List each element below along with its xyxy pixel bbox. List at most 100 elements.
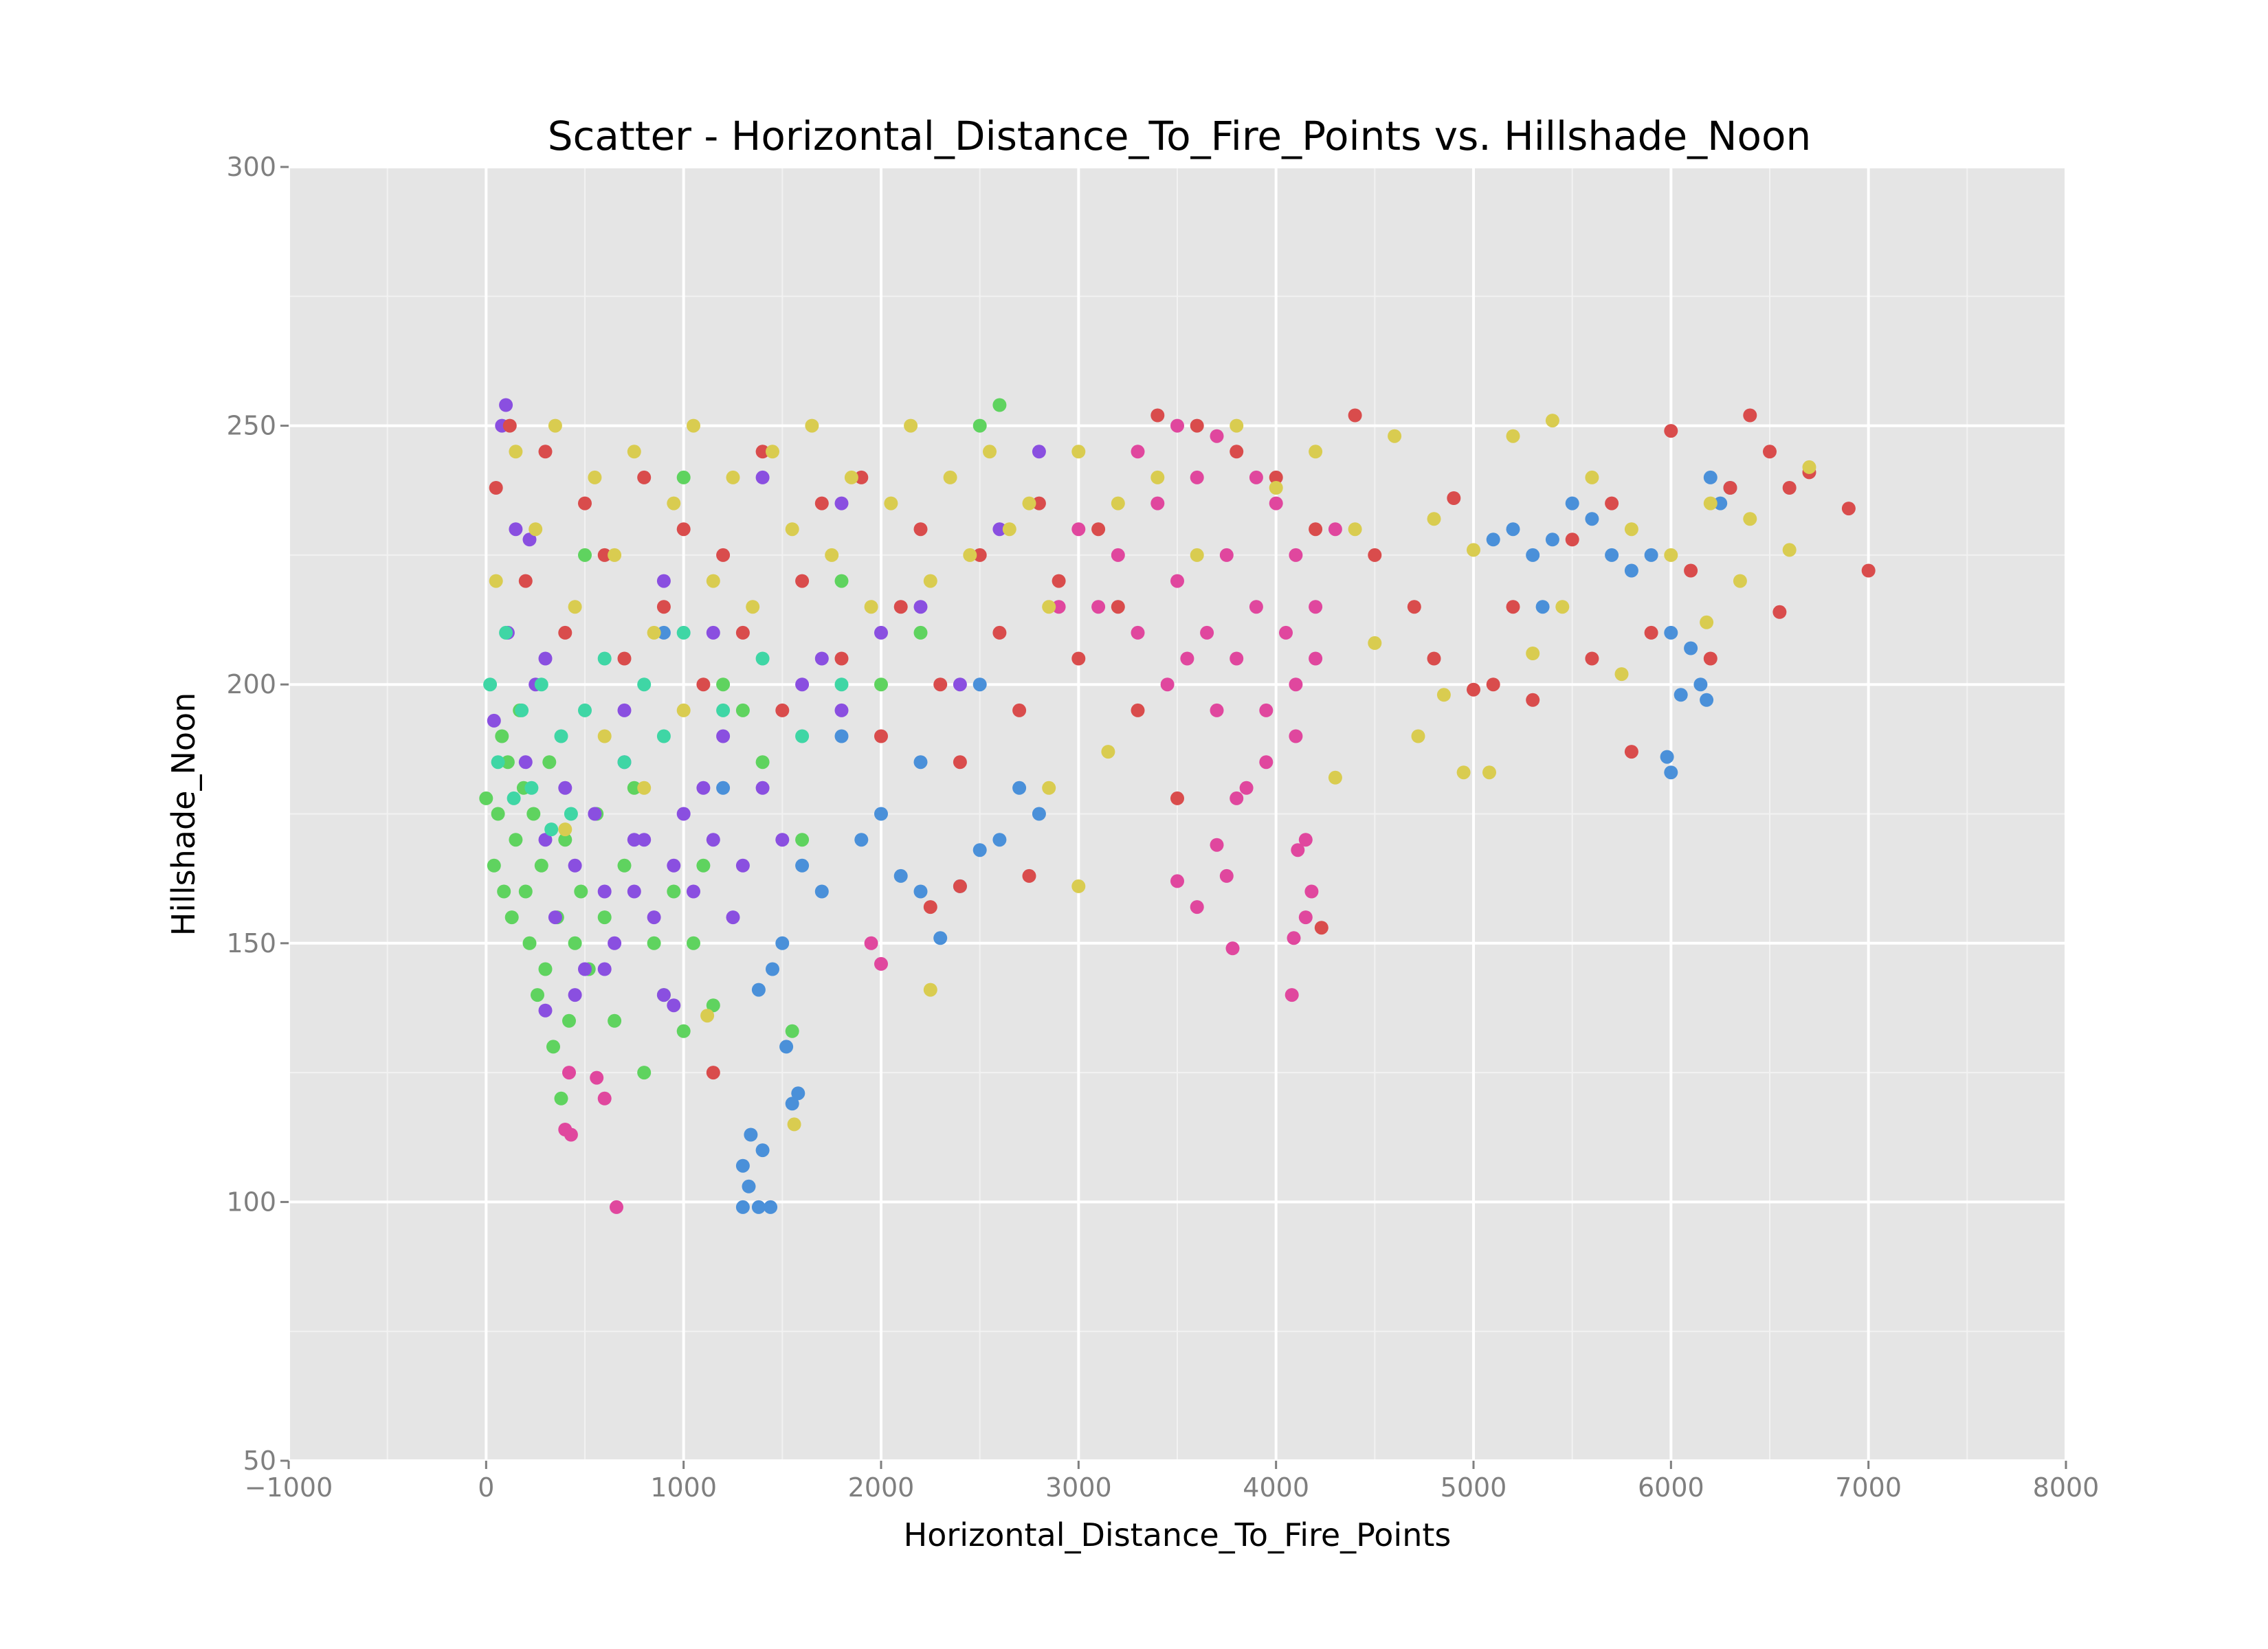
data-point: [1309, 651, 1323, 666]
data-point: [487, 858, 501, 873]
data-point: [1304, 884, 1319, 899]
data-point: [766, 962, 779, 976]
data-point: [524, 781, 539, 795]
data-point: [687, 936, 700, 950]
data-point: [874, 625, 888, 640]
data-point: [1022, 868, 1036, 883]
x-tick-label: 4000: [1243, 1472, 1309, 1503]
data-point: [534, 858, 548, 873]
data-point: [597, 729, 612, 743]
data-point: [1368, 548, 1382, 562]
data-point: [1225, 941, 1240, 956]
data-point: [775, 833, 790, 847]
data-point: [1291, 843, 1305, 857]
chart-title: Scatter - Horizontal_Distance_To_Fire_Po…: [548, 113, 1812, 159]
data-point: [1605, 496, 1619, 511]
data-point: [706, 998, 720, 1013]
data-point: [825, 548, 839, 562]
data-point: [716, 548, 731, 562]
data-point: [568, 988, 582, 1002]
data-point: [617, 651, 632, 666]
data-point: [509, 445, 523, 459]
data-point: [597, 884, 612, 899]
y-axis-title: Hillshade_Noon: [165, 693, 202, 936]
data-point: [696, 781, 711, 795]
data-point: [667, 998, 681, 1013]
x-tick-label: 6000: [1638, 1472, 1704, 1503]
data-point: [1782, 543, 1797, 557]
data-point: [509, 522, 523, 537]
data-point: [676, 522, 691, 537]
data-point: [735, 1158, 750, 1173]
data-point: [597, 548, 612, 562]
data-point: [923, 574, 937, 588]
data-point: [785, 1097, 799, 1111]
data-point: [1456, 765, 1471, 780]
data-point: [558, 833, 572, 847]
data-point: [1052, 600, 1066, 614]
data-point: [864, 600, 878, 614]
data-point: [1486, 677, 1500, 692]
data-point: [834, 574, 849, 588]
data-point: [1535, 600, 1550, 614]
data-point: [735, 625, 750, 640]
data-point: [1150, 408, 1165, 423]
data-point: [617, 858, 632, 873]
data-point: [1841, 502, 1856, 516]
data-point: [597, 962, 612, 976]
data-point: [1230, 445, 1244, 459]
data-point: [1239, 781, 1254, 795]
data-point: [1032, 445, 1046, 459]
series-3: [656, 470, 1737, 1214]
data-point: [608, 1013, 622, 1028]
y-tick-label: 300: [226, 152, 276, 182]
data-point: [1526, 647, 1540, 660]
data-point: [1703, 496, 1717, 511]
data-point: [913, 884, 928, 899]
data-point: [548, 418, 562, 433]
data-point: [1585, 470, 1599, 484]
data-point: [1249, 470, 1263, 484]
data-point: [627, 445, 641, 459]
data-point: [546, 1040, 560, 1054]
data-point: [1259, 703, 1274, 717]
data-point: [487, 713, 501, 728]
data-point: [1506, 429, 1520, 443]
data-point: [495, 729, 509, 743]
data-point: [1664, 765, 1678, 780]
data-point: [814, 884, 829, 899]
data-point: [992, 625, 1007, 640]
data-point: [972, 677, 987, 692]
data-point: [1624, 522, 1638, 537]
data-point: [1585, 651, 1599, 666]
data-point: [529, 522, 543, 537]
data-point: [1002, 522, 1016, 537]
data-point: [1713, 496, 1728, 511]
data-point: [854, 470, 869, 484]
data-point: [1763, 445, 1777, 459]
data-point: [1219, 868, 1234, 883]
data-point: [656, 729, 671, 743]
data-point: [795, 729, 810, 743]
data-point: [617, 755, 632, 770]
data-point: [1664, 424, 1678, 438]
data-point: [578, 548, 592, 562]
data-point: [953, 677, 967, 692]
series-4: [558, 418, 1342, 1214]
data-point: [1644, 625, 1658, 640]
data-point: [676, 807, 691, 821]
y-tick-label: 200: [226, 669, 276, 699]
data-point: [1624, 745, 1638, 759]
data-point: [904, 418, 918, 433]
x-tick-label: 8000: [2033, 1472, 2100, 1503]
data-point: [1467, 543, 1480, 557]
data-point: [500, 755, 515, 770]
data-point: [814, 496, 829, 511]
data-point: [637, 1066, 652, 1080]
data-point: [1170, 874, 1184, 888]
data-point: [785, 522, 799, 537]
data-point: [696, 858, 711, 873]
x-tick-label: 1000: [650, 1472, 717, 1503]
data-point: [578, 496, 592, 511]
data-point: [1328, 770, 1342, 785]
